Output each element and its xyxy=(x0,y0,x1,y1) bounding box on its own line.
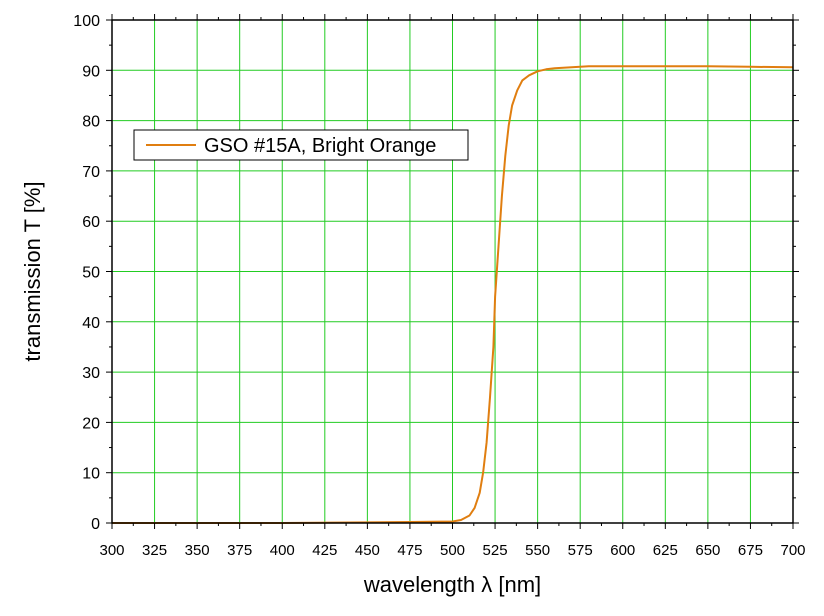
y-axis-title: transmission T [%] xyxy=(20,181,45,361)
y-tick-label: 100 xyxy=(73,13,100,30)
series-layer xyxy=(112,65,794,524)
y-tick-label: 60 xyxy=(82,214,100,231)
y-tick-label: 20 xyxy=(82,415,100,432)
x-tick-label: 650 xyxy=(695,542,720,559)
x-tick-label: 550 xyxy=(525,542,550,559)
label-layer: 300 325 350 375 400 425 450 475 500 525 550 575 600 6… xyxy=(73,13,805,559)
x-tick-label: 600 xyxy=(610,542,635,559)
x-tick-label: 575 xyxy=(568,542,593,559)
tick-layer xyxy=(106,14,799,529)
y-tick-label: 30 xyxy=(82,365,100,382)
y-tick-label: 50 xyxy=(82,265,100,282)
x-tick-label: 475 xyxy=(397,542,422,559)
y-tick-label: 0 xyxy=(91,516,100,533)
y-tick-label: 10 xyxy=(82,466,100,483)
x-axis-title: wavelength λ [nm] xyxy=(363,572,541,597)
y-tick-label: 90 xyxy=(82,63,100,80)
x-tick-label: 425 xyxy=(312,542,337,559)
y-tick-label: 80 xyxy=(82,114,100,131)
legend-label: GSO #15A, Bright Orange xyxy=(204,135,436,157)
x-tick-label: 450 xyxy=(355,542,380,559)
x-tick-label: 325 xyxy=(142,542,167,559)
x-tick-label: 375 xyxy=(227,542,252,559)
x-tick-label: 350 xyxy=(185,542,210,559)
y-tick-label: 70 xyxy=(82,164,100,181)
x-tick-label: 300 xyxy=(99,542,124,559)
x-tick-label: 400 xyxy=(270,542,295,559)
x-tick-label: 625 xyxy=(653,542,678,559)
series-line xyxy=(112,65,794,524)
x-tick-label: 500 xyxy=(440,542,465,559)
x-tick-label: 700 xyxy=(780,542,805,559)
grid-layer xyxy=(112,20,793,523)
legend: GSO #15A, Bright Orange xyxy=(133,129,469,161)
y-tick-label: 40 xyxy=(82,315,100,332)
x-tick-label: 525 xyxy=(483,542,508,559)
x-tick-label: 675 xyxy=(738,542,763,559)
